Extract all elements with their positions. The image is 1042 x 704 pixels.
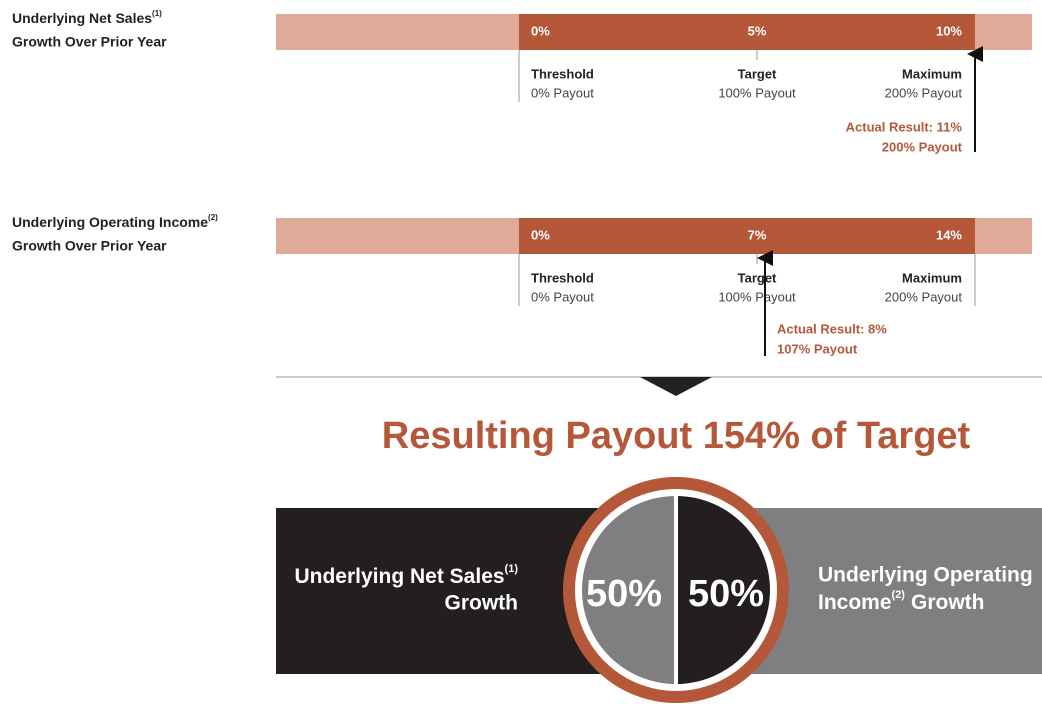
level-name: Maximum xyxy=(902,66,962,81)
title: Resulting Payout 154% of Target xyxy=(382,415,971,457)
right-share: 50% xyxy=(688,573,764,615)
level-payout: 100% Payout xyxy=(718,289,796,304)
scale-label: 0% xyxy=(531,227,550,242)
left-share: 50% xyxy=(586,573,662,615)
metric-label-text: Underlying Operating Income xyxy=(12,214,208,230)
actual-result: 200% Payout xyxy=(882,139,963,154)
right-label3: Growth xyxy=(911,591,985,614)
metric-label-text: Underlying Net Sales xyxy=(12,10,152,26)
level-payout: 200% Payout xyxy=(885,85,963,100)
right-label: Underlying Operating xyxy=(818,564,1033,587)
actual-result: Actual Result: 8% xyxy=(777,321,887,336)
level-payout: 0% Payout xyxy=(531,289,594,304)
bar-range xyxy=(519,218,975,254)
left-note: (1) xyxy=(505,563,519,575)
metric-note: (2) xyxy=(208,213,218,222)
metric-label: Underlying Net Sales(1) xyxy=(12,9,162,26)
metric-label: Underlying Operating Income(2) xyxy=(12,213,218,230)
metric-note: (1) xyxy=(152,9,162,18)
metric-label2: Growth Over Prior Year xyxy=(12,34,167,50)
right-note: (2) xyxy=(892,589,906,601)
level-payout: 200% Payout xyxy=(885,289,963,304)
metric-label2: Growth Over Prior Year xyxy=(12,238,167,254)
left-label-text: Underlying Net Sales xyxy=(294,565,504,588)
scale-label: 10% xyxy=(936,23,962,38)
right-half xyxy=(676,496,770,684)
level-payout: 0% Payout xyxy=(531,85,594,100)
scale-label: 0% xyxy=(531,23,550,38)
left-label2: Growth xyxy=(445,592,519,615)
level-payout: 100% Payout xyxy=(718,85,796,100)
scale-label: 14% xyxy=(936,227,962,242)
left-label: Underlying Net Sales(1) xyxy=(294,563,518,588)
scale-label: 7% xyxy=(748,227,767,242)
level-name: Maximum xyxy=(902,270,962,285)
down-arrow xyxy=(640,377,712,396)
left-half xyxy=(582,496,676,684)
scale-label: 5% xyxy=(748,23,767,38)
level-name: Target xyxy=(738,270,777,285)
right-label2-text: Income xyxy=(818,591,892,614)
level-name: Target xyxy=(738,66,777,81)
bar-range xyxy=(519,14,975,50)
actual-result: Actual Result: 11% xyxy=(846,119,963,134)
metrics: Underlying Net Sales(1) Growth Over Prior… xyxy=(12,9,1032,356)
level-name: Threshold xyxy=(531,66,594,81)
right-label2: Income(2) Growth xyxy=(818,589,984,614)
actual-result: 107% Payout xyxy=(777,341,858,356)
level-name: Threshold xyxy=(531,270,594,285)
